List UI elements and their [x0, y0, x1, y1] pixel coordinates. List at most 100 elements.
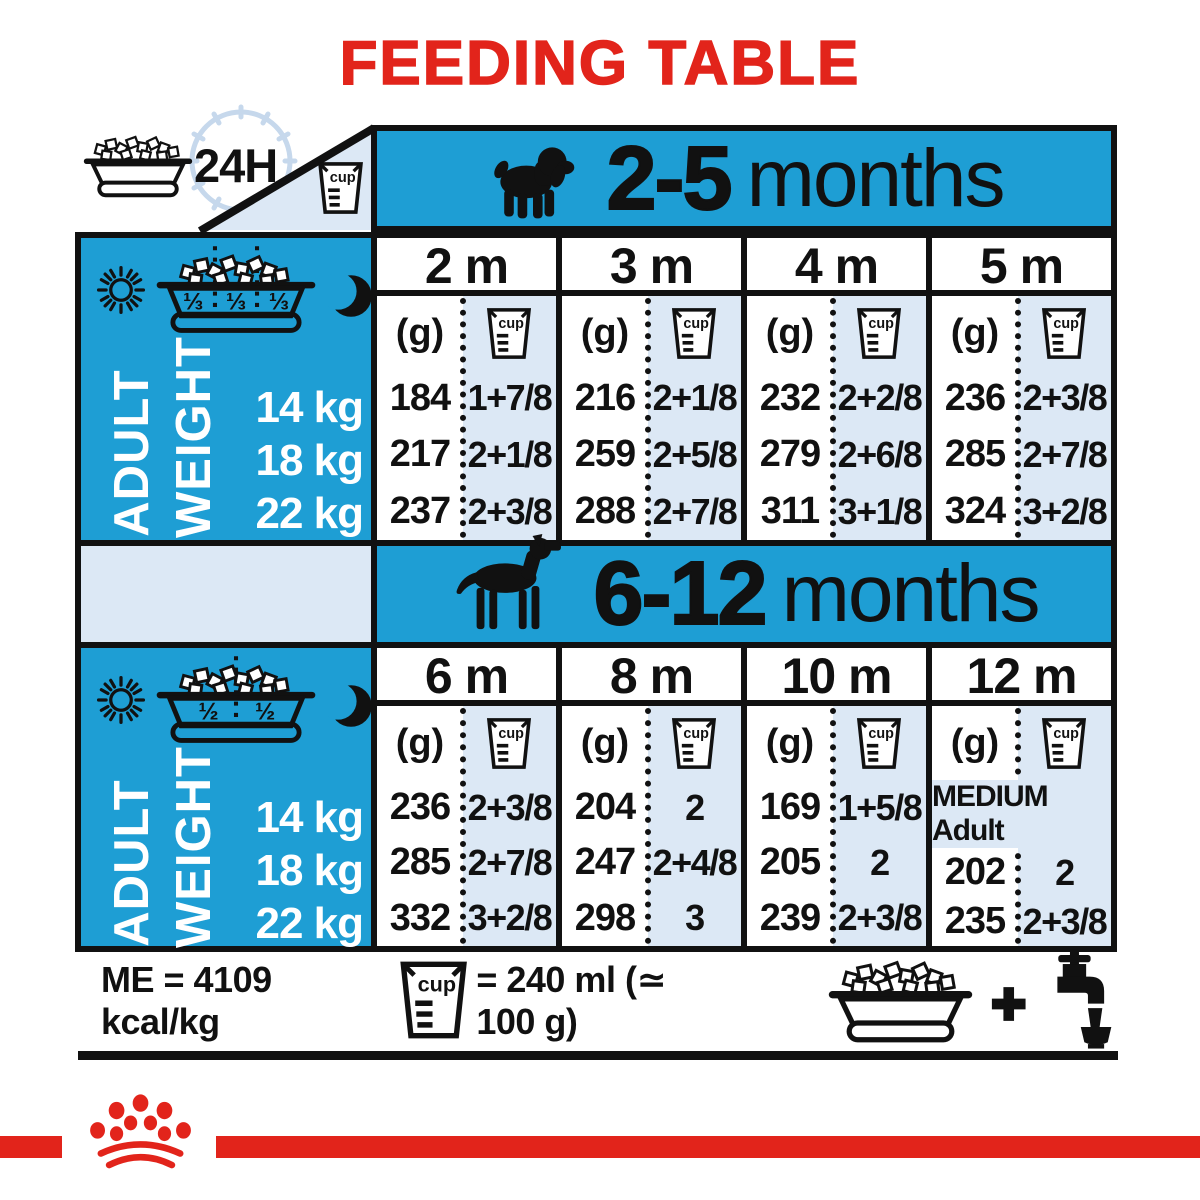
age-unit: months [781, 548, 1041, 639]
cups-value: 2+7/8 [652, 490, 738, 532]
cup-icon [1041, 307, 1087, 360]
month-column-6m: 6 m (g) 236 2+3/8 285 2+7/8 332 3+2/8 [377, 648, 556, 946]
grams-value: 332 [389, 896, 451, 939]
dotted-divider [644, 708, 651, 944]
moon-icon [327, 680, 375, 732]
weight-row: 22 kg [255, 899, 364, 948]
food-bowl-icon [78, 132, 198, 200]
weight-label: WEIGHT [167, 336, 221, 538]
cups-value: 2+3/8 [467, 786, 553, 828]
month-column-10m: 10 m (g) 169 1+5/8 205 2 239 2+3/8 [741, 648, 926, 946]
cups-value: 3+2/8 [1022, 490, 1108, 532]
feeding-grid-2-5-months: 2 m (g) 184 1+7/8 217 2+1/8 237 2+3/8 3 … [371, 232, 1117, 540]
feeding-grid-6-12-months: 6 m (g) 236 2+3/8 285 2+7/8 332 3+2/8 8 … [371, 648, 1117, 952]
portion-label: ⅓ [183, 288, 203, 315]
grams-value: 202 [944, 851, 1006, 893]
section-header-2-5-months: 2-5 months [371, 125, 1117, 232]
weight-row: 14 kg [255, 793, 364, 842]
grams-value: 298 [574, 896, 636, 939]
grams-value: 239 [759, 896, 821, 939]
plus-icon [991, 983, 1026, 1025]
cups-value: 2+6/8 [837, 433, 923, 475]
grams-value: 204 [574, 786, 636, 829]
cup-icon [486, 307, 532, 360]
grams-unit-label: (g) [395, 721, 445, 764]
section-header-6-12-months: 6-12 months [371, 540, 1117, 648]
grams-value: 184 [389, 376, 451, 419]
medium-adult-note: MEDIUM Adult [932, 780, 1111, 848]
moon-icon [327, 270, 375, 322]
weight-row: 14 kg [255, 383, 364, 432]
portion-label: ½ [255, 698, 275, 725]
grams-value: 311 [760, 490, 820, 533]
cups-value: 3 [685, 897, 705, 939]
brand-stripe [0, 1136, 1200, 1158]
grams-value: 285 [944, 433, 1006, 476]
month-header: 12 m [932, 648, 1111, 706]
cups-value: 2 [1055, 851, 1075, 893]
adult-label: ADULT [105, 369, 159, 537]
grams-value: 247 [574, 841, 636, 884]
month-header: 6 m [377, 648, 556, 706]
sidebar-adult-weight-s1: ⅓ ⅓ ⅓ ADULT WEIGHT 14 kg 18 kg 22 kg [75, 232, 371, 540]
grams-unit-label: (g) [580, 721, 630, 764]
cups-value: 2 [870, 841, 890, 883]
grams-value: 288 [574, 490, 636, 533]
grams-value: 236 [944, 376, 1006, 419]
cup-icon [399, 953, 468, 1047]
royal-canin-crown-logo [82, 1094, 204, 1170]
age-range: 2-5 [605, 128, 733, 229]
grams-unit-label: (g) [580, 311, 630, 354]
weight-row: 22 kg [255, 489, 364, 538]
month-column-5m: 5 m (g) 236 2+3/8 285 2+7/8 324 3+2/8 [926, 238, 1111, 540]
month-header: 4 m [747, 238, 926, 296]
cups-value: 2+3/8 [1022, 900, 1108, 942]
month-header: 8 m [562, 648, 741, 706]
grams-value: 235 [944, 900, 1006, 942]
portion-label: ½ [198, 698, 218, 725]
bowl-thirds-icon: ⅓ ⅓ ⅓ [156, 246, 316, 333]
cup-icon [317, 161, 364, 215]
grams-unit-label: (g) [765, 721, 815, 764]
weight-row: 18 kg [255, 436, 364, 485]
cup-icon [486, 717, 532, 770]
age-range: 6-12 [592, 544, 768, 644]
grams-value: 217 [389, 433, 451, 476]
month-column-2m: 2 m (g) 184 1+7/8 217 2+1/8 237 2+3/8 [377, 238, 556, 540]
dotted-divider [644, 298, 651, 538]
dotted-divider [829, 708, 836, 944]
month-column-12m: 12 m (g) MEDIUM Adult 202 2 235 2+3/8 [926, 648, 1111, 946]
cup-icon [856, 307, 902, 360]
grams-unit-label: (g) [950, 721, 1000, 764]
bowl-halves-icon: ½ ½ [156, 656, 316, 743]
cup-icon [1041, 717, 1087, 770]
cups-value: 2+4/8 [652, 841, 738, 883]
cup-equivalence-label: = 240 ml (≃ 100 g) [476, 959, 667, 1042]
page-title: FEEDING TABLE [339, 28, 861, 99]
cups-value: 2+7/8 [1022, 433, 1108, 475]
24h-label: 24H [194, 139, 278, 192]
cups-value: 2 [685, 786, 705, 828]
dotted-divider [1014, 298, 1021, 538]
dotted-divider [459, 298, 466, 538]
cup-icon [671, 307, 717, 360]
food-bowl-icon [822, 948, 979, 1054]
dotted-divider [829, 298, 836, 538]
month-column-8m: 8 m (g) 204 2 247 2+4/8 298 3 [556, 648, 741, 946]
cups-value: 1+7/8 [467, 377, 553, 419]
dotted-divider [459, 708, 466, 944]
portion-label: ⅓ [269, 288, 289, 315]
cups-value: 3+2/8 [467, 897, 553, 939]
grams-value: 237 [389, 490, 451, 533]
grams-value: 169 [759, 786, 821, 829]
puppy-icon [485, 138, 581, 222]
grams-value: 236 [389, 786, 451, 829]
grams-value: 324 [944, 490, 1006, 533]
weight-label: WEIGHT [167, 746, 221, 948]
water-tap-icon [1034, 946, 1117, 1054]
sun-icon [93, 262, 149, 318]
month-column-4m: 4 m (g) 232 2+2/8 279 2+6/8 311 3+1/8 [741, 238, 926, 540]
portion-label: ⅓ [226, 288, 246, 315]
cup-icon [856, 717, 902, 770]
month-header: 10 m [747, 648, 926, 706]
